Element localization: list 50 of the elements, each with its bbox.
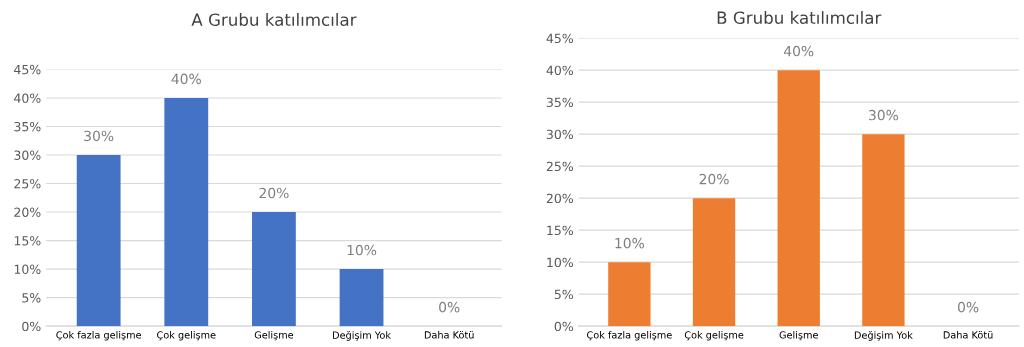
y-tick-label: 20% [546, 193, 574, 204]
data-label: 20% [699, 173, 729, 185]
y-tick-label: 45% [14, 64, 41, 75]
bar [608, 262, 651, 327]
y-tick-label: 40% [546, 65, 574, 76]
y-tick-label: 45% [546, 33, 574, 44]
data-label: 0% [439, 301, 460, 313]
data-label: 20% [259, 187, 289, 199]
bar [692, 198, 736, 327]
x-tick-label: Çok gelişme [157, 331, 216, 341]
data-label: 30% [84, 130, 114, 142]
data-label: 30% [869, 109, 899, 121]
y-tick-label: 15% [547, 225, 574, 236]
x-tick-label: Çok fazla gelişme [587, 331, 672, 341]
y-tick-label: 40% [14, 93, 41, 103]
y-tick-label: 5% [22, 293, 41, 303]
chart-title: A Grubu katılımcılar [191, 13, 357, 26]
bar [252, 212, 296, 327]
x-tick-label: Gelişme [779, 331, 818, 341]
y-tick-label: 20% [14, 207, 41, 217]
bar [339, 269, 384, 327]
bar [76, 154, 121, 327]
chart-title: B Grubu katılımcılar [717, 11, 882, 25]
y-tick-label: 15% [14, 236, 41, 246]
y-tick-label: 35% [14, 121, 41, 132]
x-tick-label: Değişim Yok [854, 331, 913, 341]
x-tick-label: Daha Kötü [424, 331, 474, 339]
y-tick-label: 30% [546, 129, 574, 140]
y-tick-label: 25% [546, 161, 574, 172]
data-label: 40% [171, 73, 201, 85]
y-tick-label: 10% [547, 257, 574, 268]
y-tick-label: 35% [546, 97, 574, 108]
x-tick-label: Çok gelişme [684, 331, 744, 341]
y-tick-label: 10% [14, 264, 41, 275]
bar [164, 97, 209, 327]
y-tick-label: 5% [554, 289, 574, 300]
x-tick-label: Daha Kötü [943, 331, 993, 339]
y-tick-label: 0% [554, 321, 574, 332]
x-tick-label: Değişim Yok [333, 331, 391, 341]
data-label: 40% [783, 45, 814, 57]
y-tick-label: 25% [14, 179, 41, 189]
y-tick-label: 30% [14, 150, 41, 160]
x-tick-label: Çok fazla gelişme [56, 331, 142, 341]
data-label: 0% [957, 301, 979, 313]
data-label: 10% [347, 244, 377, 256]
bar [862, 134, 905, 327]
data-label: 10% [615, 237, 645, 249]
x-tick-label: Gelişme [254, 331, 294, 341]
y-tick-label: 0% [22, 321, 41, 332]
bar [777, 70, 820, 327]
